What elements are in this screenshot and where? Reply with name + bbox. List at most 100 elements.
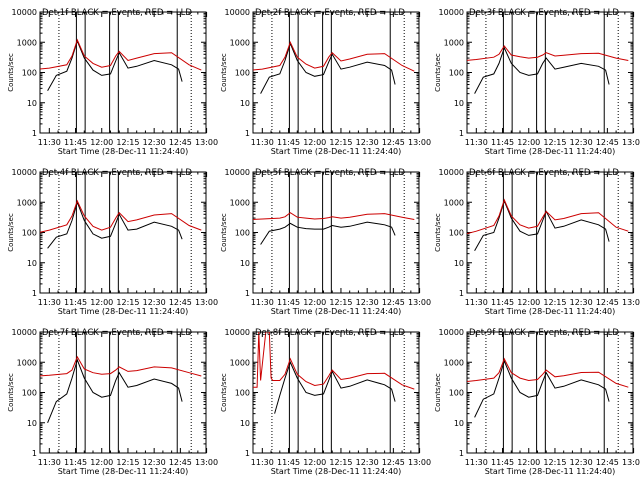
x-tick-label: 13:00 bbox=[408, 138, 431, 147]
series-lld-line bbox=[40, 38, 202, 71]
x-tick-label: 12:30 bbox=[143, 298, 166, 307]
y-axis-label: Counts/sec bbox=[434, 213, 442, 252]
x-tick-label: 11:45 bbox=[277, 298, 300, 307]
x-tick-label: 11:45 bbox=[64, 298, 87, 307]
y-tick-label: 10000 bbox=[225, 8, 250, 17]
y-tick-label: 1 bbox=[459, 449, 464, 458]
chart-panel-5: 1 10 100 1000 10000 11:30 11:45 12:00 12:15 12:30… bbox=[220, 168, 431, 316]
plot-frame bbox=[252, 11, 420, 134]
y-tick-label: 10 bbox=[454, 419, 464, 428]
y-tick-label: 1 bbox=[459, 289, 464, 298]
y-axis-label: Counts/sec bbox=[434, 53, 442, 92]
series-events-line bbox=[474, 359, 610, 418]
x-tick-label: 12:00 bbox=[90, 138, 113, 147]
x-tick-label: 13:00 bbox=[622, 458, 640, 467]
y-axis-label: Counts/sec bbox=[7, 213, 15, 252]
chart-title: Det 4f BLACK =,Events, RED = LLD bbox=[42, 168, 192, 178]
plot-frame bbox=[466, 11, 634, 134]
x-tick-label: 12:15 bbox=[329, 138, 352, 147]
y-axis-label: Counts/sec bbox=[7, 53, 15, 92]
x-axis-label: Start Time (28-Dec-11 11:24:40) bbox=[271, 147, 402, 156]
y-tick-label: 10 bbox=[240, 419, 250, 428]
chart-title: Det 5f BLACK =,Events, RED = LLD bbox=[255, 168, 405, 178]
y-axis-label: Counts/sec bbox=[220, 373, 228, 412]
series-lld-line bbox=[467, 357, 629, 388]
y-tick-label: 1000 bbox=[17, 38, 37, 47]
y-tick-label: 1000 bbox=[230, 358, 250, 367]
series-lld-line bbox=[253, 212, 415, 220]
chart-title: Det 6f BLACK =,Events, RED = LLD bbox=[469, 168, 619, 178]
y-axis-label: Counts/sec bbox=[220, 213, 228, 252]
chart-panel-4: 1 10 100 1000 10000 11:30 11:45 12:00 12:15 12:30… bbox=[7, 168, 218, 316]
y-tick-label: 10000 bbox=[225, 168, 250, 177]
series-lld-line bbox=[467, 45, 629, 61]
x-axis-label: Start Time (28-Dec-11 11:24:40) bbox=[271, 307, 402, 316]
x-tick-label: 12:15 bbox=[543, 298, 566, 307]
chart-title: Det 8f BLACK =,Events, RED = LLD bbox=[255, 328, 405, 338]
y-axis-label: Counts/sec bbox=[7, 373, 15, 412]
y-tick-label: 1 bbox=[245, 289, 250, 298]
x-axis-label: Start Time (28-Dec-11 11:24:40) bbox=[58, 307, 189, 316]
chart-panel-8: 1 10 100 1000 10000 11:30 11:45 12:00 12:15 12:30… bbox=[220, 328, 431, 476]
chart-panel-6: 1 10 100 1000 10000 11:30 11:45 12:00 12:15 12:30… bbox=[434, 168, 640, 316]
x-tick-label: 11:30 bbox=[251, 298, 274, 307]
y-tick-label: 1 bbox=[32, 129, 37, 138]
y-tick-label: 100 bbox=[449, 389, 464, 398]
x-tick-label: 12:15 bbox=[329, 298, 352, 307]
x-tick-label: 12:30 bbox=[143, 138, 166, 147]
y-tick-label: 1 bbox=[245, 449, 250, 458]
chart-panel-7: 1 10 100 1000 10000 11:30 11:45 12:00 12:15 12:30… bbox=[7, 328, 218, 476]
x-tick-label: 11:45 bbox=[64, 458, 87, 467]
y-tick-label: 1000 bbox=[17, 198, 37, 207]
chart-title: Det 7f BLACK =,Events, RED = LLD bbox=[42, 328, 192, 338]
plot-frame bbox=[466, 331, 634, 454]
x-tick-label: 12:15 bbox=[543, 458, 566, 467]
chart-panel-1: 1 10 100 1000 10000 11:30 11:45 12:00 12:15 12:30… bbox=[7, 8, 218, 156]
chart-title: Det 9f BLACK =,Events, RED = LLD bbox=[469, 328, 619, 338]
x-axis-label: Start Time (28-Dec-11 11:24:40) bbox=[58, 147, 189, 156]
x-tick-label: 12:00 bbox=[303, 138, 326, 147]
x-tick-label: 12:00 bbox=[517, 458, 540, 467]
x-tick-label: 12:45 bbox=[169, 138, 192, 147]
x-axis-label: Start Time (28-Dec-11 11:24:40) bbox=[271, 467, 402, 476]
x-tick-label: 12:15 bbox=[329, 458, 352, 467]
y-tick-label: 100 bbox=[22, 389, 37, 398]
y-tick-label: 10 bbox=[454, 259, 464, 268]
x-tick-label: 13:00 bbox=[195, 458, 218, 467]
x-axis-label: Start Time (28-Dec-11 11:24:40) bbox=[485, 307, 616, 316]
y-tick-label: 100 bbox=[235, 389, 250, 398]
x-tick-label: 13:00 bbox=[408, 298, 431, 307]
y-tick-label: 10 bbox=[27, 99, 37, 108]
y-tick-label: 1 bbox=[459, 129, 464, 138]
x-tick-label: 12:15 bbox=[116, 138, 139, 147]
x-tick-label: 11:45 bbox=[491, 298, 514, 307]
y-tick-label: 1 bbox=[32, 449, 37, 458]
series-events-line bbox=[47, 39, 183, 91]
y-axis-label: Counts/sec bbox=[434, 373, 442, 412]
x-tick-label: 13:00 bbox=[408, 458, 431, 467]
x-tick-label: 12:00 bbox=[303, 298, 326, 307]
x-tick-label: 12:45 bbox=[596, 298, 619, 307]
x-tick-label: 11:30 bbox=[38, 298, 61, 307]
plot-frame bbox=[39, 11, 207, 134]
y-tick-label: 10 bbox=[27, 419, 37, 428]
y-tick-label: 100 bbox=[235, 229, 250, 238]
y-tick-label: 1000 bbox=[230, 38, 250, 47]
y-tick-label: 1000 bbox=[444, 38, 464, 47]
series-lld-line bbox=[253, 40, 415, 72]
x-tick-label: 11:45 bbox=[491, 458, 514, 467]
series-events-line bbox=[274, 360, 396, 414]
y-tick-label: 10 bbox=[454, 99, 464, 108]
x-tick-label: 12:00 bbox=[517, 298, 540, 307]
x-tick-label: 12:30 bbox=[143, 458, 166, 467]
x-tick-label: 11:45 bbox=[277, 458, 300, 467]
x-tick-label: 12:00 bbox=[517, 138, 540, 147]
series-events-line bbox=[260, 42, 396, 94]
x-tick-label: 12:45 bbox=[382, 298, 405, 307]
y-tick-label: 1000 bbox=[17, 358, 37, 367]
y-tick-label: 10 bbox=[240, 99, 250, 108]
y-tick-label: 10000 bbox=[12, 168, 37, 177]
x-tick-label: 12:00 bbox=[303, 458, 326, 467]
x-tick-label: 11:45 bbox=[64, 138, 87, 147]
